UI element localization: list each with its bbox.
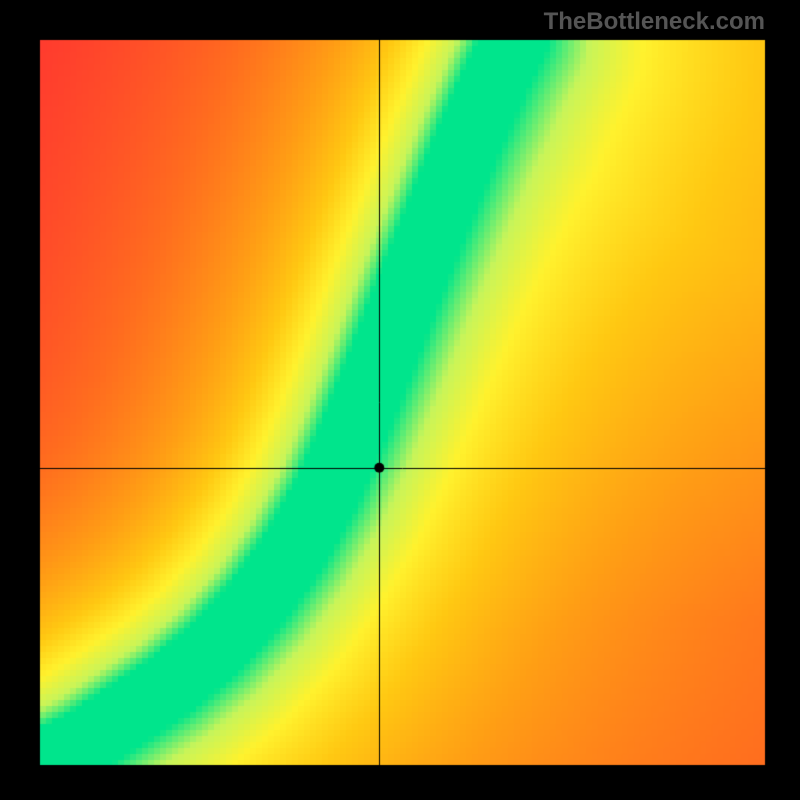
chart-container: TheBottleneck.com xyxy=(0,0,800,800)
bottleneck-heatmap xyxy=(0,0,800,800)
watermark-text: TheBottleneck.com xyxy=(544,8,765,36)
